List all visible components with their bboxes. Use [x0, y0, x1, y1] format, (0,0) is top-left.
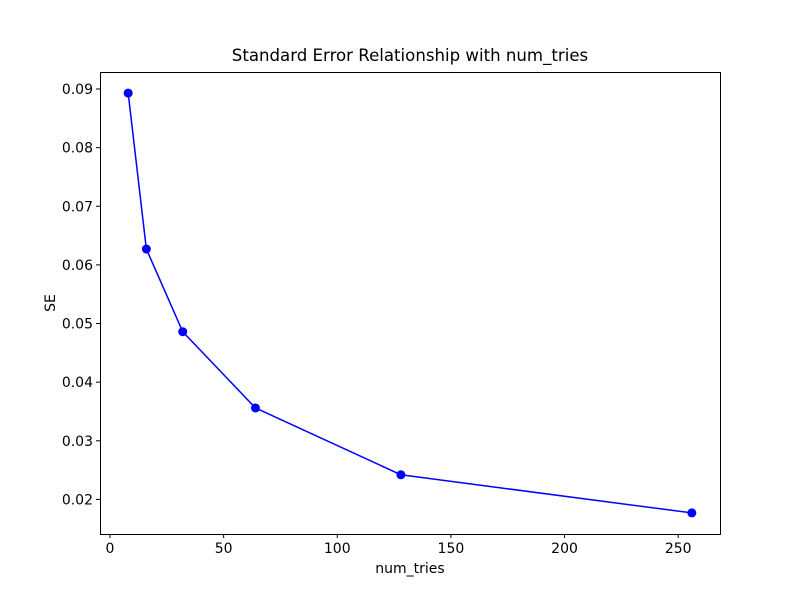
- y-tick-label: 0.04: [62, 375, 93, 391]
- x-tick-label: 200: [551, 541, 578, 557]
- data-line: [127, 92, 693, 514]
- data-point-marker: [123, 88, 133, 98]
- data-point-marker: [687, 508, 697, 518]
- chart-title: Standard Error Relationship with num_tri…: [232, 46, 588, 66]
- x-tick-label: 50: [215, 541, 233, 557]
- plot-area: 0 50 100 150 200 250 0.02 0.03 0.04 0.05 0.06 0.07 0…: [62, 72, 721, 557]
- y-tick-label: 0.06: [62, 258, 93, 274]
- y-axis-label: SE: [43, 294, 59, 312]
- y-tick-label: 0.03: [62, 434, 93, 450]
- axes-spines: [100, 72, 721, 535]
- data-point-marker: [178, 327, 188, 337]
- x-tick-label: 250: [665, 541, 692, 557]
- data-point-marker: [396, 470, 406, 480]
- x-axis-label: num_tries: [375, 561, 444, 577]
- x-tick-label: 100: [324, 541, 351, 557]
- x-tick-label: 150: [438, 541, 465, 557]
- y-tick-label: 0.05: [62, 317, 93, 333]
- y-tick-label: 0.02: [62, 492, 93, 508]
- y-tick-label: 0.08: [62, 141, 93, 157]
- y-tick-label: 0.07: [62, 199, 93, 215]
- data-point-marker: [250, 403, 260, 413]
- data-point-marker: [141, 244, 151, 254]
- x-tick-label: 0: [106, 541, 115, 557]
- y-tick-label: 0.09: [62, 82, 93, 98]
